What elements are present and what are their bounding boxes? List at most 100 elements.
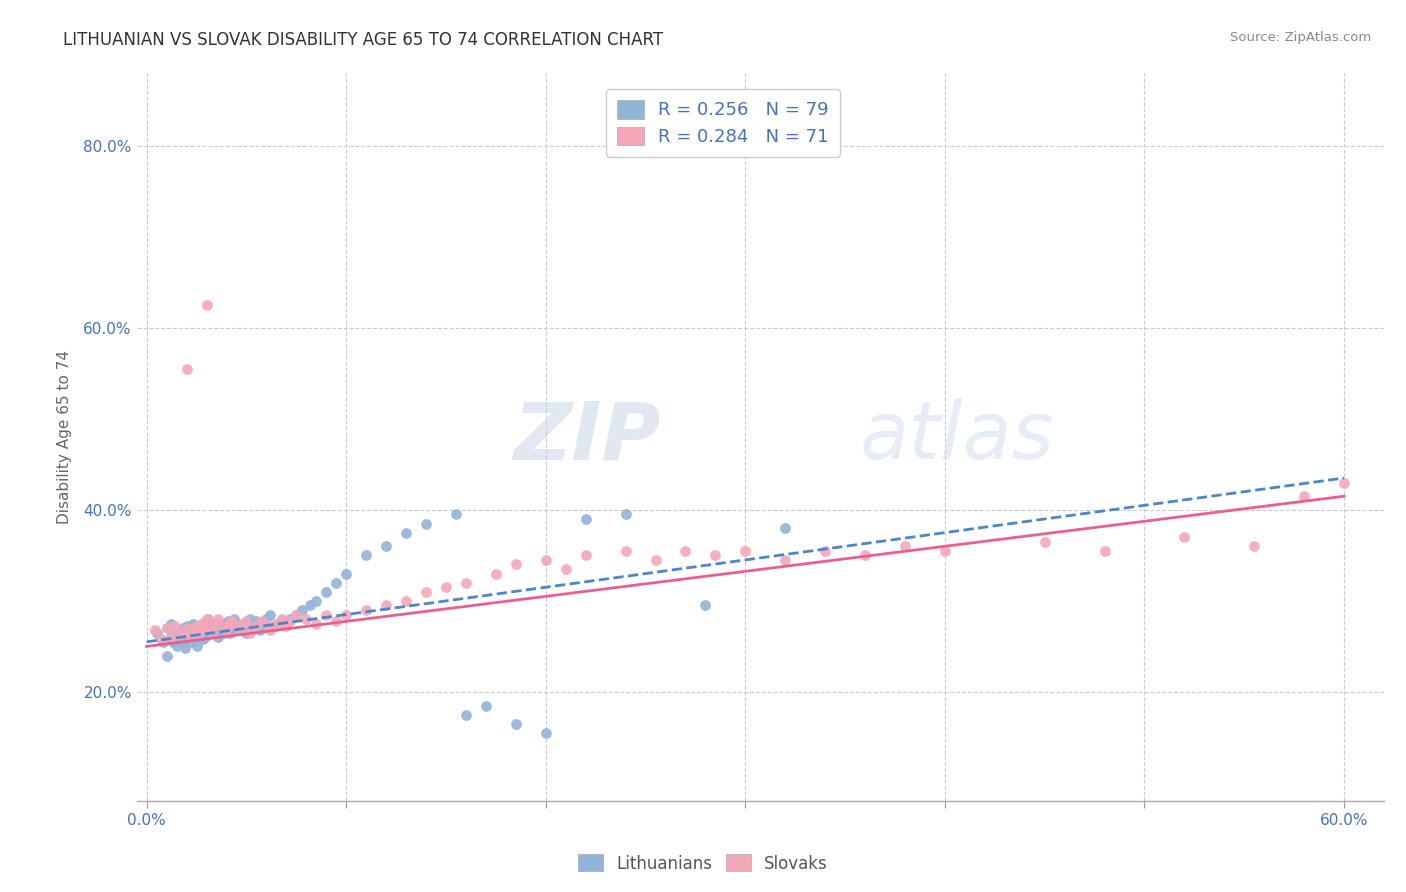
Point xyxy=(454,707,477,722)
Point xyxy=(155,621,177,635)
Point xyxy=(172,625,194,640)
Point xyxy=(177,625,200,640)
Point xyxy=(145,625,167,640)
Point xyxy=(172,635,194,649)
Point xyxy=(325,575,347,590)
Point xyxy=(186,623,208,637)
Point xyxy=(276,616,298,631)
Point xyxy=(534,726,557,740)
Point xyxy=(295,612,318,626)
Text: atlas: atlas xyxy=(860,398,1054,476)
Point xyxy=(176,361,198,376)
Point xyxy=(1333,475,1355,490)
Point xyxy=(201,625,224,640)
Point xyxy=(180,635,202,649)
Point xyxy=(235,625,257,640)
Point xyxy=(219,616,242,631)
Point xyxy=(215,623,238,637)
Point xyxy=(375,539,398,553)
Point xyxy=(505,558,527,572)
Point xyxy=(195,612,218,626)
Point xyxy=(209,621,232,635)
Point xyxy=(229,623,252,637)
Point xyxy=(176,632,198,647)
Point xyxy=(266,616,288,631)
Point xyxy=(225,619,247,633)
Point xyxy=(485,566,508,581)
Point xyxy=(315,584,337,599)
Point xyxy=(159,616,181,631)
Point xyxy=(853,549,876,563)
Point xyxy=(149,632,172,647)
Point xyxy=(211,619,233,633)
Point xyxy=(221,614,243,628)
Point xyxy=(254,612,277,626)
Point xyxy=(195,298,218,312)
Point xyxy=(285,607,308,622)
Point xyxy=(1243,539,1265,553)
Point xyxy=(614,544,637,558)
Point xyxy=(167,628,190,642)
Point xyxy=(644,553,666,567)
Legend: Lithuanians, Slovaks: Lithuanians, Slovaks xyxy=(571,847,835,880)
Point xyxy=(271,614,294,628)
Point xyxy=(254,616,277,631)
Point xyxy=(252,614,274,628)
Point xyxy=(775,553,797,567)
Legend: R = 0.256   N = 79, R = 0.284   N = 71: R = 0.256 N = 79, R = 0.284 N = 71 xyxy=(606,89,839,157)
Point xyxy=(186,640,208,654)
Point xyxy=(675,544,697,558)
Point xyxy=(207,612,229,626)
Point xyxy=(894,539,917,553)
Point xyxy=(305,616,328,631)
Point xyxy=(695,599,717,613)
Point xyxy=(434,580,457,594)
Point xyxy=(271,612,294,626)
Point xyxy=(1173,530,1195,544)
Point xyxy=(239,612,262,626)
Point xyxy=(249,623,271,637)
Point xyxy=(159,630,181,644)
Point xyxy=(235,614,257,628)
Point xyxy=(575,512,598,526)
Point xyxy=(207,630,229,644)
Text: Source: ZipAtlas.com: Source: ZipAtlas.com xyxy=(1230,31,1371,45)
Point xyxy=(173,625,195,640)
Point xyxy=(704,549,727,563)
Point xyxy=(354,549,377,563)
Point xyxy=(221,621,243,635)
Point xyxy=(395,525,418,540)
Point xyxy=(475,698,498,713)
Point xyxy=(934,544,956,558)
Point xyxy=(814,544,837,558)
Point xyxy=(183,630,205,644)
Point xyxy=(195,623,218,637)
Point xyxy=(197,612,219,626)
Point xyxy=(395,594,418,608)
Point xyxy=(143,623,166,637)
Point xyxy=(335,607,357,622)
Point xyxy=(204,616,226,631)
Point xyxy=(259,607,281,622)
Point xyxy=(415,516,437,531)
Point xyxy=(775,521,797,535)
Point xyxy=(614,508,637,522)
Point xyxy=(187,625,209,640)
Point xyxy=(554,562,576,576)
Point xyxy=(200,621,222,635)
Point xyxy=(285,607,308,622)
Point xyxy=(1294,489,1316,503)
Point xyxy=(201,625,224,640)
Point xyxy=(155,648,177,663)
Point xyxy=(224,612,246,626)
Point xyxy=(315,607,337,622)
Point xyxy=(186,619,208,633)
Point xyxy=(335,566,357,581)
Point xyxy=(266,619,288,633)
Point xyxy=(444,508,467,522)
Point xyxy=(183,623,205,637)
Point xyxy=(205,616,228,631)
Point xyxy=(173,641,195,656)
Point xyxy=(291,603,314,617)
Point xyxy=(245,619,267,633)
